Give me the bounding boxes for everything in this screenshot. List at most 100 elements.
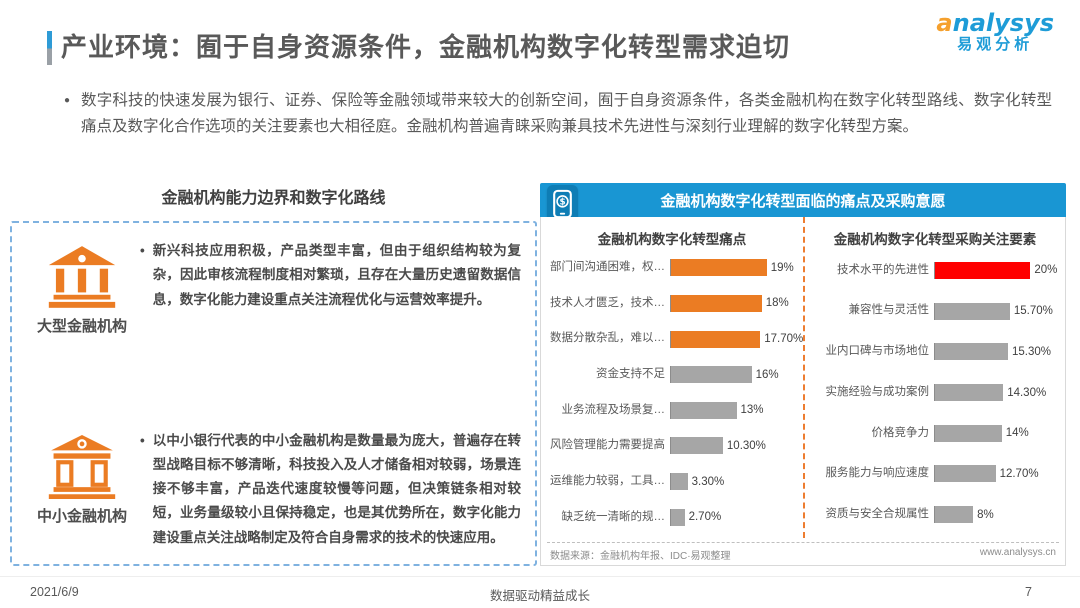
bar [671, 366, 752, 384]
bar [671, 437, 723, 455]
footer: 2021/6/9 数据驱动精益成长 7 [0, 576, 1080, 608]
bar-value-label: 12.70% [999, 467, 1039, 480]
bar-category-label: 风险管理能力需要提高 [550, 439, 665, 452]
bar-value-label: 20% [1034, 264, 1058, 277]
bar-category-label: 资金支持不足 [596, 368, 665, 381]
bullet-dot-icon: ● [64, 95, 71, 106]
bar-category-label: 业务流程及场景复… [561, 403, 666, 416]
pain-points-panel: $ 金融机构数字化转型面临的痛点及采购意愿 金融机构数字化转型痛点 部门间沟通困… [540, 183, 1066, 566]
bar-row: 资金支持不足 16% [547, 357, 797, 393]
bar-track: 17.70% [670, 330, 803, 348]
bar-row: 技术人才匮乏，技术… 18% [547, 286, 797, 322]
chart-pain-points: 金融机构数字化转型痛点 部门间沟通困难，权… 19% 技术人才匮乏，技术… 18% 数据… [541, 217, 803, 538]
bar-rows: 部门间沟通困难，权… 19% 技术人才匮乏，技术… 18% 数据分散杂乱，难以… 17.7… [547, 250, 803, 535]
bar [935, 261, 1031, 279]
bar-row: 价格竞争力 14% [811, 413, 1059, 454]
bar-track: 15.70% [934, 302, 1059, 320]
bar-track: 20% [934, 261, 1059, 279]
bar-row: 服务能力与响应速度 12.70% [811, 454, 1059, 495]
mobile-payment-icon: $ [547, 185, 578, 223]
bar-category-label: 实施经验与成功案例 [825, 385, 930, 398]
bar [671, 294, 762, 312]
bar [935, 384, 1004, 402]
institution-icon-col: 中小金融机构 [24, 429, 140, 526]
data-source-text: 数据来源：金融机构年报、IDC·易观整理 [550, 551, 731, 562]
bar-track: 15.30% [934, 343, 1059, 361]
bar-value-label: 13% [740, 404, 764, 417]
bar [935, 424, 1002, 442]
institution-label: 大型金融机构 [36, 318, 127, 335]
bar-category-label: 业内口碑与市场地位 [825, 345, 930, 358]
bar-row: 缺乏统一清晰的规… 2.70% [547, 499, 797, 535]
bar-track: 14.30% [934, 384, 1059, 402]
analysys-logo: analysys 易观分析 [936, 10, 1054, 54]
bar-category-label: 兼容性与灵活性 [848, 304, 930, 317]
website-link[interactable]: www.analysys.cn [979, 547, 1056, 558]
footer-slogan: 数据驱动精益成长 [489, 589, 590, 603]
bar-value-label: 2.70% [688, 511, 722, 524]
bar-value-label: 19% [770, 261, 794, 274]
bar [671, 473, 688, 491]
bar-row: 风险管理能力需要提高 10.30% [547, 428, 797, 464]
institution-block-small: 中小金融机构 • 以中小银行代表的中小金融机构是数量最为庞大，普遍存在转型战略目… [24, 429, 523, 550]
bar-track: 8% [934, 506, 1059, 524]
bar-category-label: 服务能力与响应速度 [825, 467, 930, 480]
bar-value-label: 14% [1005, 427, 1029, 440]
footer-date: 2021/6/9 [30, 585, 79, 599]
institution-label: 中小金融机构 [36, 507, 127, 525]
bar-category-label: 技术人才匮乏，技术… [550, 296, 665, 309]
chart-purchase-factors: 金融机构数字化转型采购关注要素 技术水平的先进性 20% 兼容性与灵活性 15.70%… [803, 217, 1065, 538]
bar-rows: 技术水平的先进性 20% 兼容性与灵活性 15.70% 业内口碑与市场地位 15.30% 实… [811, 250, 1059, 535]
bar-row: 兼容性与灵活性 15.70% [811, 291, 1059, 332]
bar-value-label: 16% [755, 368, 779, 381]
panel-banner-title: 金融机构数字化转型面临的痛点及采购意愿 [660, 192, 946, 210]
bar-row: 实施经验与成功案例 14.30% [811, 372, 1059, 413]
bar-category-label: 运维能力较弱，工具… [550, 474, 665, 487]
intro-text: 数字科技的快速发展为银行、证券、保险等金融领域带来较大的创新空间，囿于自身资源条… [81, 92, 1052, 135]
bar-value-label: 3.30% [691, 475, 725, 488]
panel-banner: $ 金融机构数字化转型面临的痛点及采购意愿 [540, 183, 1066, 223]
list-bullet-icon: • [140, 432, 145, 448]
institution-text: 以中小银行代表的中小金融机构是数量最为庞大，普遍存在转型战略目标不够清晰，科技投… [152, 432, 521, 545]
source-row: 数据来源：金融机构年报、IDC·易观整理 www.analysys.cn [547, 542, 1059, 562]
bar-row: 技术水平的先进性 20% [811, 250, 1059, 291]
logo-brand-cn: 易观分析 [957, 36, 1034, 54]
bar-category-label: 技术水平的先进性 [837, 263, 929, 276]
page-number: 7 [1025, 585, 1032, 599]
capability-panel: 大型金融机构 • 新兴科技应用积极，产品类型丰富，但由于组织结构较为复杂，因此审… [10, 221, 537, 566]
bar-value-label: 15.70% [1013, 305, 1053, 318]
bar-track: 13% [670, 401, 797, 419]
institution-block-large: 大型金融机构 • 新兴科技应用积极，产品类型丰富，但由于组织结构较为复杂，因此审… [24, 239, 523, 336]
bar-category-label: 价格竞争力 [871, 426, 930, 439]
bar [935, 465, 996, 483]
bar-row: 数据分散杂乱，难以… 17.70% [547, 321, 803, 357]
charts-row: 金融机构数字化转型痛点 部门间沟通困难，权… 19% 技术人才匮乏，技术… 18% 数据… [541, 217, 1065, 538]
bar-value-label: 17.70% [764, 333, 804, 346]
intro-paragraph: ● 数字科技的快速发展为银行、证券、保险等金融领域带来较大的创新空间，囿于自身资… [64, 88, 1052, 140]
bar-track: 18% [670, 294, 797, 312]
bar [671, 330, 761, 348]
institution-text: 新兴科技应用积极，产品类型丰富，但由于组织结构较为复杂，因此审核流程制度相对繁琐… [152, 243, 521, 307]
charts-container: 金融机构数字化转型痛点 部门间沟通困难，权… 19% 技术人才匮乏，技术… 18% 数据… [540, 217, 1066, 566]
bar-value-label: 8% [977, 508, 994, 521]
bar-track: 16% [670, 366, 797, 384]
bar-category-label: 部门间沟通困难，权… [550, 261, 665, 274]
bar-row: 资质与安全合规属性 8% [811, 494, 1059, 535]
bar-value-label: 18% [765, 297, 789, 310]
bar-track: 19% [670, 259, 797, 277]
bar-category-label: 资质与安全合规属性 [825, 508, 930, 521]
chart-title: 金融机构数字化转型痛点 [597, 232, 747, 247]
bank-small-icon [48, 434, 116, 499]
institution-icon-col: 大型金融机构 [24, 239, 140, 336]
bar-track: 2.70% [670, 508, 797, 526]
logo-brand-text: analysys [936, 9, 1054, 37]
bar-category-label: 数据分散杂乱，难以… [550, 332, 665, 345]
bar-value-label: 15.30% [1011, 345, 1051, 358]
list-bullet-icon: • [140, 243, 145, 258]
title-accent-bar [47, 31, 52, 65]
bar-track: 14% [934, 424, 1059, 442]
bar [935, 343, 1008, 361]
bar [671, 401, 737, 419]
institution-description: • 以中小银行代表的中小金融机构是数量最为庞大，普遍存在转型战略目标不够清晰，科… [140, 429, 523, 550]
